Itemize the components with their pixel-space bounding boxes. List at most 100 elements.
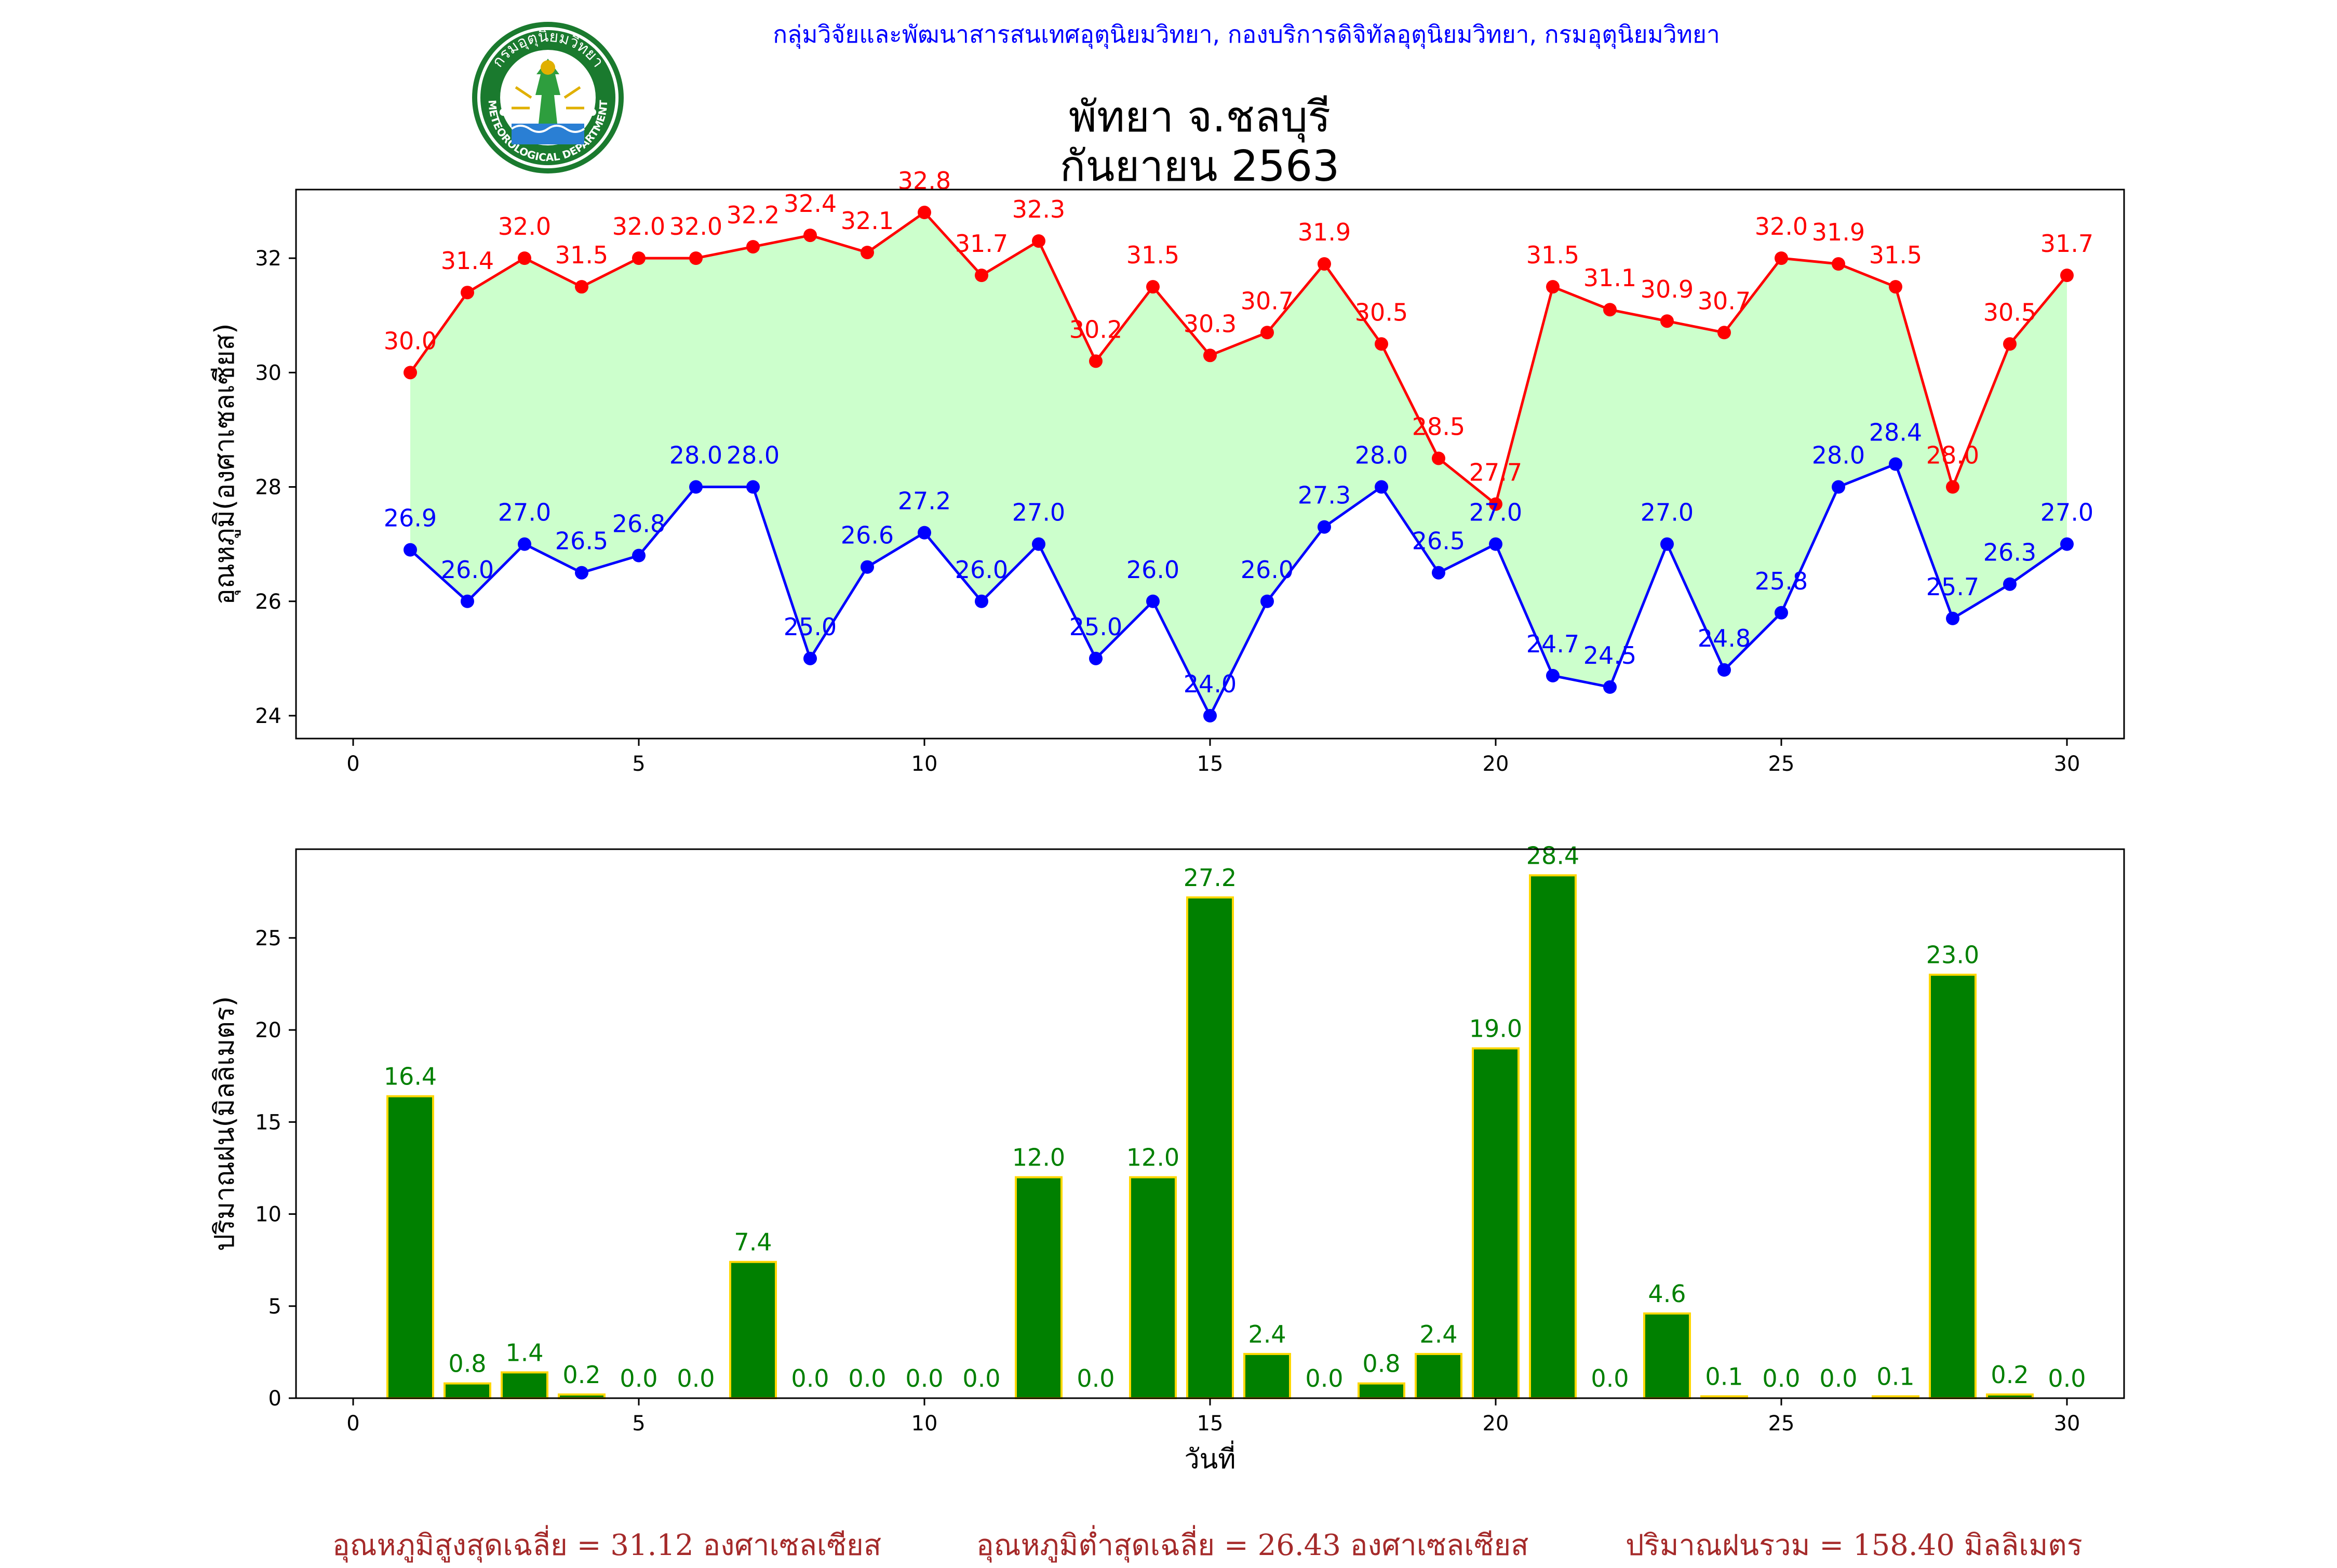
rainfall-bar xyxy=(444,1382,491,1399)
rainfall-bar xyxy=(1929,973,1977,1400)
x-axis-label: วันที่ xyxy=(1184,1440,1235,1475)
max-temperature-label: 32.0 xyxy=(669,212,722,240)
rainfall-label: 27.2 xyxy=(1184,864,1237,892)
min-temperature-point xyxy=(1946,611,1959,625)
min-temperature-point xyxy=(1432,566,1445,580)
rainfall-label: 19.0 xyxy=(1469,1015,1522,1043)
max-temperature-label: 30.3 xyxy=(1184,310,1237,338)
rainfall-label: 12.0 xyxy=(1126,1144,1179,1172)
x-tick-label: 0 xyxy=(346,1412,359,1436)
seal-icon: กรมอุตุนิยมวิทยา METEOROLOGICAL DEPARTME… xyxy=(472,22,624,173)
min-temperature-point xyxy=(689,480,703,494)
max-temperature-label: 30.0 xyxy=(384,327,437,355)
x-tick-label: 30 xyxy=(2054,1412,2080,1436)
min-temperature-point xyxy=(1660,537,1674,551)
min-temperature-label: 28.0 xyxy=(1812,441,1865,470)
max-temperature-point xyxy=(918,206,931,220)
rainfall-bar xyxy=(386,1095,434,1400)
x-tick-label: 5 xyxy=(632,1412,645,1436)
min-temperature-point xyxy=(1546,668,1560,682)
max-temperature-point xyxy=(861,246,874,260)
rainfall-label: 0.0 xyxy=(1305,1364,1343,1392)
min-temperature-point xyxy=(632,548,646,562)
max-temperature-label: 31.7 xyxy=(955,230,1008,258)
total-rainfall: ปริมาณฝนรวม = 158.40 มิลลิเมตร xyxy=(1626,1529,2083,1562)
y-tick-label: 30 xyxy=(255,361,281,385)
max-temperature-point xyxy=(461,286,474,300)
max-temperature-point xyxy=(1546,280,1560,294)
max-temperature-label: 30.7 xyxy=(1241,287,1294,315)
min-temperature-point xyxy=(861,560,874,574)
max-temperature-label: 31.5 xyxy=(555,241,608,269)
min-temperature-label: 25.0 xyxy=(1069,613,1122,641)
max-temperature-label: 30.2 xyxy=(1069,315,1122,343)
x-tick-label: 20 xyxy=(1483,752,1509,776)
meteorological-department-logo: กรมอุตุนิยมวิทยา METEOROLOGICAL DEPARTME… xyxy=(470,20,626,176)
min-temperature-point xyxy=(575,566,588,580)
min-temperature-label: 26.5 xyxy=(555,527,608,555)
min-temperature-label: 27.0 xyxy=(1469,499,1522,527)
average-max-temperature: อุณหภูมิสูงสุดเฉลี่ย = 31.12 องศาเซลเซีย… xyxy=(332,1529,882,1562)
rainfall-bar xyxy=(1529,874,1577,1400)
rainfall-bar xyxy=(729,1261,777,1399)
rainfall-label: 0.0 xyxy=(791,1364,829,1392)
max-temperature-point xyxy=(1660,314,1674,328)
min-temperature-label: 26.6 xyxy=(841,521,894,550)
x-tick-label: 15 xyxy=(1197,752,1224,776)
rainfall-bar xyxy=(1186,896,1234,1400)
min-temperature-label: 27.2 xyxy=(898,487,951,515)
max-temperature-point xyxy=(404,366,417,380)
min-temperature-point xyxy=(1032,537,1045,551)
min-temperature-label: 27.0 xyxy=(1012,499,1065,527)
y-tick-label: 10 xyxy=(255,1203,281,1227)
min-temperature-label: 25.8 xyxy=(1755,567,1808,595)
min-temperature-point xyxy=(918,526,931,540)
min-temperature-label: 26.9 xyxy=(384,504,437,532)
max-temperature-point xyxy=(1889,280,1902,294)
rainfall-label: 0.0 xyxy=(1591,1364,1629,1392)
rainfall-label: 23.0 xyxy=(1926,941,1979,969)
min-temperature-point xyxy=(975,594,988,608)
min-temperature-label: 24.5 xyxy=(1583,641,1636,669)
max-temperature-label: 31.9 xyxy=(1298,218,1351,246)
y-tick-label: 25 xyxy=(255,927,281,950)
x-tick-label: 25 xyxy=(1768,752,1795,776)
max-temperature-point xyxy=(1775,251,1788,265)
max-temperature-label: 32.0 xyxy=(612,212,665,240)
summary-footer: อุณหภูมิสูงสุดเฉลี่ย = 31.12 องศาเซลเซีย… xyxy=(0,1522,2337,1562)
max-temperature-point xyxy=(632,251,646,265)
min-temperature-label: 25.7 xyxy=(1926,573,1979,601)
x-tick-label: 5 xyxy=(632,752,645,776)
max-temperature-point xyxy=(1946,480,1959,494)
x-tick-label: 25 xyxy=(1768,1412,1795,1436)
max-temperature-point xyxy=(1032,234,1045,248)
max-temperature-label: 32.0 xyxy=(1755,212,1808,240)
min-temperature-label: 25.0 xyxy=(784,613,837,641)
min-temperature-label: 27.0 xyxy=(498,499,551,527)
min-temperature-label: 26.5 xyxy=(1412,527,1465,555)
min-temperature-label: 24.7 xyxy=(1526,630,1579,658)
rainfall-label: 0.0 xyxy=(962,1364,1000,1392)
min-temperature-line xyxy=(409,462,2068,719)
min-temperature-point xyxy=(1203,708,1217,722)
min-temperature-label: 27.3 xyxy=(1298,481,1351,510)
min-temperature-label: 24.8 xyxy=(1698,624,1751,652)
min-temperature-label: 26.3 xyxy=(1983,539,2036,567)
max-temperature-point xyxy=(689,251,703,265)
max-temperature-point xyxy=(1832,257,1845,271)
max-temperature-label: 31.1 xyxy=(1583,264,1636,292)
max-temperature-point xyxy=(1432,451,1445,465)
y-tick-label: 28 xyxy=(255,476,281,500)
min-temperature-point xyxy=(404,543,417,557)
max-temperature-label: 32.4 xyxy=(784,190,837,218)
rainfall-label: 4.6 xyxy=(1648,1280,1686,1308)
max-temperature-point xyxy=(1203,349,1217,363)
y-tick-label: 5 xyxy=(268,1295,281,1319)
rainfall-label: 0.0 xyxy=(1819,1364,1857,1392)
max-temperature-point xyxy=(1603,303,1617,317)
min-temperature-label: 27.0 xyxy=(1641,499,1694,527)
min-temperature-point xyxy=(1146,594,1160,608)
max-temperature-label: 31.9 xyxy=(1812,218,1865,246)
rainfall-label: 0.0 xyxy=(1762,1364,1800,1392)
min-temperature-label: 28.0 xyxy=(669,441,722,470)
